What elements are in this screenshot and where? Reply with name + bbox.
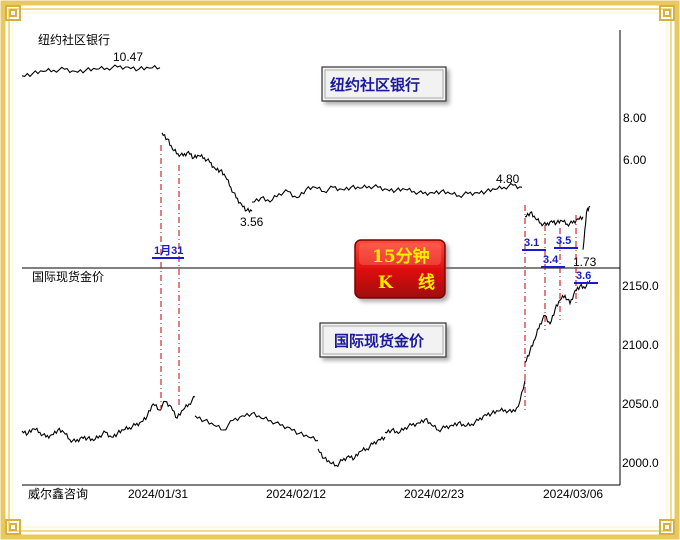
badge-line2-left: K [378,273,394,293]
badge-line1: 15分钟 [372,246,430,267]
bottom-panel-title: 国际现货金价 [334,332,425,350]
event-label: 3.4 [541,254,565,268]
bottom-series-line [524,279,591,364]
x-tick-label: 2024/02/12 [266,487,326,501]
top-series-line [525,211,584,228]
event-label-text: 3.1 [524,237,539,249]
bottom-ytick: 2150.0 [622,279,659,293]
price-annotation: 4.80 [496,172,520,186]
x-tick-label: 2024/02/23 [404,487,464,501]
bottom-series-line [317,435,386,468]
bottom-series-line [194,411,319,442]
bottom-title-box [319,322,447,358]
price-annotation: 3.56 [240,215,264,229]
x-tick-label: 2024/01/31 [128,487,188,501]
timeframe-badge [354,239,446,299]
top-panel-title: 纽约社区银行 [330,76,420,94]
badge-line2-right: 线 [418,272,435,293]
bottom-series-line [21,395,196,444]
x-tick-label: 2024/03/06 [543,487,603,501]
event-label: 3.6 [574,270,598,284]
event-label: 3.1 [522,237,546,251]
corner-ornament-br [659,519,675,535]
event-markers [160,145,577,412]
price-annotation: 1.73 [573,255,597,269]
top-series-line [21,64,161,78]
bottom-ytick: 2000.0 [622,456,659,470]
event-label-text: 3.4 [543,254,559,266]
top-series-line [252,182,523,203]
top-legend-label: 纽约社区银行 [38,32,110,47]
bottom-ytick: 2050.0 [622,397,659,411]
top-title-box [321,66,447,102]
top-series-line [161,132,253,214]
source-label: 威尔鑫咨询 [28,486,88,501]
top-series-line [582,205,591,250]
corner-ornament-tr [659,5,675,21]
price-annotation: 10.47 [113,50,143,64]
bottom-series-line [384,380,526,435]
event-label-text: 1月31 [154,244,183,257]
top-ytick: 8.00 [623,111,647,125]
corner-ornament-tl [5,5,21,21]
bottom-ytick: 2100.0 [622,338,659,352]
top-ytick: 6.00 [623,153,647,167]
bottom-series-group [21,279,591,468]
top-series-group [21,64,591,250]
event-label: 3.5 [554,235,578,249]
event-label-text: 3.5 [556,235,571,247]
event-label: 1月31 [152,244,184,259]
event-label-text: 3.6 [576,270,591,282]
corner-ornament-bl [5,519,21,535]
bottom-legend-label: 国际现货金价 [32,269,104,284]
